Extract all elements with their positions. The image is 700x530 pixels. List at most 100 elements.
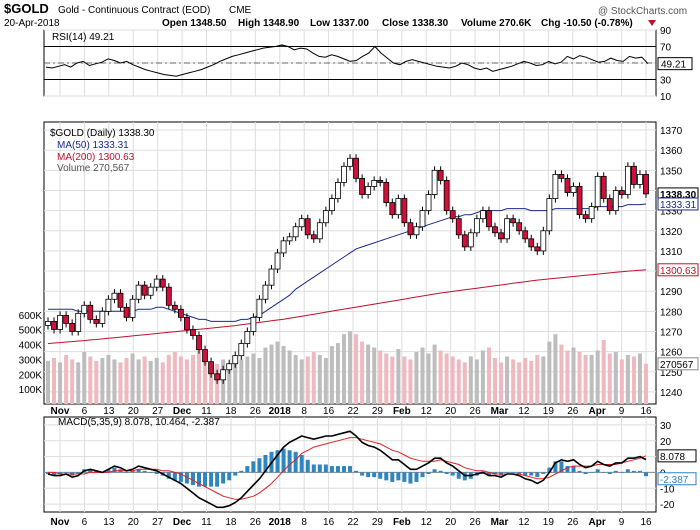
macd-histogram-bar bbox=[577, 470, 582, 473]
volume-bar bbox=[263, 347, 268, 404]
quote-high: High 1348.90 bbox=[238, 18, 300, 29]
quote-change: Chg -10.50 (-0.78%) bbox=[541, 18, 633, 29]
candle-body bbox=[280, 240, 287, 254]
volume-bar bbox=[64, 354, 69, 404]
macd-histogram-bar bbox=[601, 472, 606, 473]
x-axis-label: 8 bbox=[301, 517, 307, 528]
candle-body bbox=[87, 304, 94, 320]
volume-bar bbox=[631, 356, 636, 404]
x-axis-label: 26 bbox=[470, 406, 482, 417]
x-axis-label: 8 bbox=[301, 406, 307, 417]
macd-hist-last-value-box bbox=[657, 472, 697, 486]
volume-bar bbox=[492, 357, 497, 404]
macd-histogram-bar bbox=[535, 472, 540, 478]
volume-bar bbox=[88, 356, 93, 404]
volume-tick-label: 300K bbox=[19, 355, 43, 366]
volume-bar bbox=[613, 352, 618, 404]
volume-bar bbox=[426, 353, 431, 404]
macd-histogram-bar bbox=[583, 472, 588, 474]
macd-histogram-bar bbox=[311, 464, 316, 473]
volume-bar bbox=[480, 350, 485, 404]
volume-bar bbox=[583, 354, 588, 404]
volume-bar bbox=[372, 347, 377, 404]
candle-body bbox=[359, 177, 366, 195]
x-axis-label: 26 bbox=[250, 406, 262, 417]
volume-bar bbox=[233, 362, 238, 404]
volume-bar bbox=[559, 344, 564, 404]
candle-body bbox=[190, 329, 196, 336]
volume-tick-label: 600K bbox=[19, 311, 43, 322]
macd-histogram-bar bbox=[287, 450, 292, 473]
macd-tick-label: -20 bbox=[660, 500, 675, 511]
macd-histogram-bar bbox=[523, 472, 528, 476]
volume-bar bbox=[384, 353, 389, 404]
macd-histogram-bar bbox=[378, 472, 383, 479]
macd-histogram-bar bbox=[559, 461, 564, 473]
price-tick-label: 1330 bbox=[660, 207, 683, 218]
candle-body bbox=[588, 206, 595, 220]
candle-body bbox=[159, 278, 166, 288]
candle-body bbox=[449, 210, 456, 220]
volume-bar bbox=[130, 353, 135, 404]
volume-bar bbox=[323, 357, 328, 404]
volume-bar bbox=[565, 350, 570, 404]
volume-bar bbox=[184, 359, 189, 404]
candle-body bbox=[274, 252, 281, 270]
x-axis-label: 20 bbox=[445, 406, 457, 417]
macd-histogram-bar bbox=[360, 472, 365, 476]
volume-tick-label: 500K bbox=[19, 326, 43, 337]
macd-histogram-bar bbox=[215, 472, 220, 487]
x-axis-label: 16 bbox=[323, 517, 335, 528]
x-axis-label: 26 bbox=[567, 517, 579, 528]
volume-bar bbox=[311, 352, 316, 404]
macd-histogram-bar bbox=[402, 472, 407, 482]
volume-bar bbox=[251, 353, 256, 404]
macd-histogram-bar bbox=[209, 472, 214, 487]
price-tick-label: 1350 bbox=[660, 166, 683, 177]
volume-bar bbox=[396, 349, 401, 404]
candle-body bbox=[153, 278, 160, 288]
macd-histogram-bar bbox=[396, 472, 401, 481]
candle-body bbox=[75, 312, 82, 332]
macd-tick-label: 20 bbox=[660, 437, 672, 448]
rsi-tick-label: 70 bbox=[660, 43, 672, 54]
volume-bar bbox=[215, 363, 220, 404]
volume-bar bbox=[390, 356, 395, 404]
macd-line bbox=[47, 430, 647, 509]
volume-tick-label: 200K bbox=[19, 370, 43, 381]
x-axis-label: 16 bbox=[640, 517, 652, 528]
candle-body bbox=[335, 182, 341, 199]
volume-bar bbox=[142, 356, 147, 404]
candle-body bbox=[202, 349, 208, 363]
candle-body bbox=[57, 314, 63, 330]
candle-body bbox=[147, 286, 154, 296]
x-axis-label: Feb bbox=[393, 406, 411, 417]
x-axis-label: 11 bbox=[201, 406, 212, 417]
price-tick-label: 1280 bbox=[660, 307, 683, 318]
volume-bar bbox=[166, 354, 171, 404]
candle-body bbox=[425, 194, 432, 212]
volume-bar bbox=[414, 352, 419, 404]
candle-body bbox=[552, 173, 559, 199]
volume-bar bbox=[402, 356, 407, 404]
x-axis-label: 2018 bbox=[269, 517, 292, 528]
macd-histogram-bar bbox=[366, 472, 371, 478]
x-axis-label: 13 bbox=[103, 517, 115, 528]
candle-body bbox=[558, 173, 565, 179]
volume-bar bbox=[523, 357, 528, 404]
macd-histogram-bar bbox=[136, 469, 141, 473]
macd-histogram-bar bbox=[281, 448, 286, 473]
macd-histogram-bar bbox=[64, 472, 69, 473]
macd-histogram-bar bbox=[553, 461, 558, 473]
volume-bar bbox=[571, 347, 576, 404]
x-axis-label: Apr bbox=[589, 517, 606, 528]
candle-body bbox=[395, 198, 402, 216]
candle-body bbox=[286, 236, 293, 242]
candle-body bbox=[232, 355, 239, 365]
volume-last-value-box bbox=[657, 357, 699, 371]
candle-body bbox=[353, 157, 359, 179]
volume-bar bbox=[378, 350, 383, 404]
volume-bar bbox=[408, 359, 413, 404]
macd-histogram-bar bbox=[354, 470, 359, 473]
macd-tick-label: 30 bbox=[660, 421, 672, 432]
